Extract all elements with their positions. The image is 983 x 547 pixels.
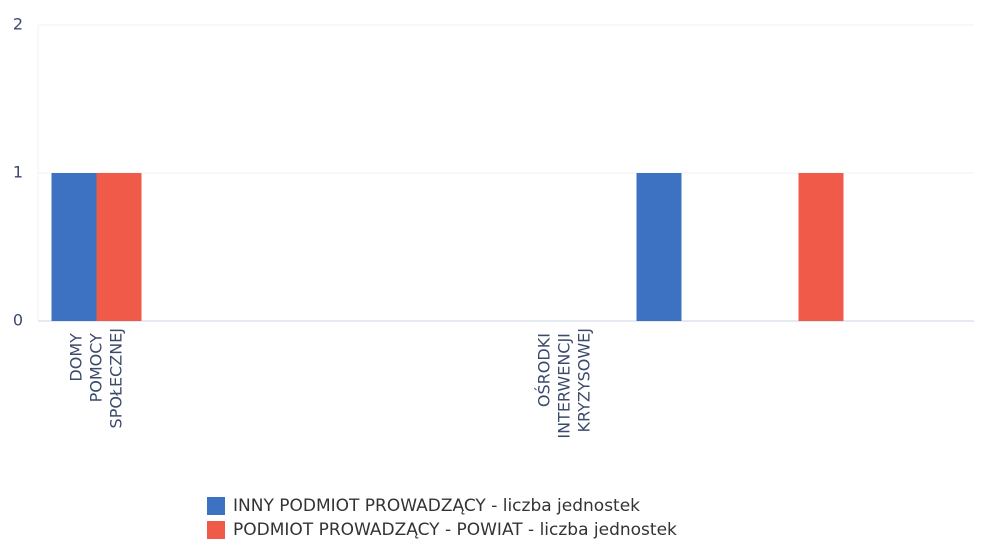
bar [636, 173, 682, 321]
x-tick-label: OŚRODKI INTERWENCJI KRYZYSOWEJ [534, 328, 593, 439]
bar [51, 173, 97, 321]
y-tick-label: 2 [13, 15, 23, 34]
legend-swatch [207, 521, 225, 539]
legend-label: PODMIOT PROWADZĄCY - POWIAT - liczba jed… [233, 520, 677, 540]
legend: INNY PODMIOT PROWADZĄCY - liczba jednost… [207, 496, 677, 540]
y-tick-label: 0 [13, 311, 23, 330]
legend-swatch [207, 497, 225, 515]
bar [798, 173, 844, 321]
x-tick-label: DOMY POMOCY SPOŁECZNEJ [66, 328, 125, 428]
legend-label: INNY PODMIOT PROWADZĄCY - liczba jednost… [233, 496, 640, 516]
y-tick-label: 1 [13, 163, 23, 182]
bar [96, 173, 142, 321]
